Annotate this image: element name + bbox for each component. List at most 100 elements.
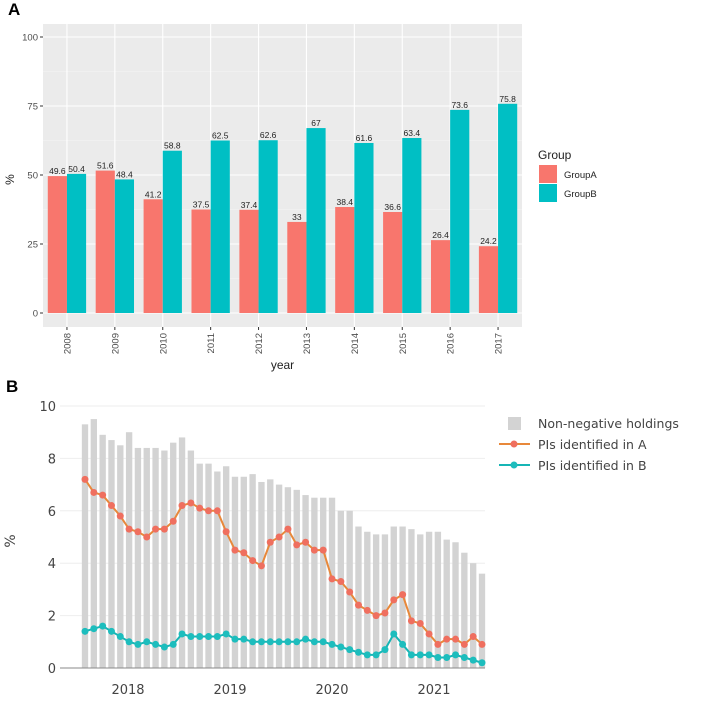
x-tick-label: 2021: [417, 683, 450, 698]
bar-holdings: [443, 539, 450, 668]
point: [222, 528, 230, 536]
point: [160, 525, 168, 533]
data-label: 49.6: [49, 166, 66, 176]
data-label: 67: [311, 118, 321, 128]
bar-groupb-2008: [66, 173, 87, 313]
point: [478, 640, 486, 648]
bar-groupa-2008: [47, 176, 67, 313]
point: [363, 606, 371, 614]
point: [354, 601, 362, 609]
bar-groupa-2015: [383, 211, 403, 313]
legend-swatch: [539, 165, 557, 183]
x-tick-label: 2020: [315, 683, 348, 698]
y-axis-title: %: [3, 534, 19, 547]
point: [107, 627, 115, 635]
point: [143, 533, 151, 541]
data-label: 33: [292, 212, 302, 222]
y-axis-title: %: [3, 174, 17, 185]
point: [363, 651, 371, 659]
x-tick-label: 2014: [350, 333, 361, 354]
x-tick-label: 2009: [110, 333, 121, 354]
data-label: 62.5: [212, 131, 229, 141]
point: [107, 502, 115, 510]
point: [90, 625, 98, 633]
bar-holdings: [214, 471, 221, 668]
bar-groupb-2011: [210, 140, 230, 313]
bar-holdings: [222, 466, 230, 668]
bar-holdings: [99, 434, 106, 668]
point: [416, 619, 424, 627]
point: [319, 638, 327, 646]
point: [187, 499, 195, 507]
legend: Group GroupA GroupB: [538, 148, 597, 202]
bar-holdings: [275, 484, 283, 668]
bar-groupb-2010: [162, 150, 182, 313]
bar-holdings: [372, 534, 380, 668]
point: [399, 591, 407, 599]
legend-marker: [510, 461, 518, 469]
data-label: 61.6: [356, 133, 373, 143]
x-tick-label: 2018: [111, 683, 144, 698]
point: [81, 475, 89, 483]
bar-holdings: [143, 447, 150, 668]
bar-holdings: [284, 487, 292, 668]
y-tick-label: 6: [48, 505, 56, 520]
point: [99, 491, 107, 499]
line-pis-identified-in-b: [84, 624, 483, 664]
point: [99, 622, 107, 630]
chart-a: 49.6 51.6 41.2 37.5 37.4 33 38.4 36.6 26.4 24.2 50…: [3, 24, 597, 372]
point: [266, 538, 274, 546]
data-label: 36.6: [384, 202, 401, 212]
point: [213, 507, 221, 515]
y-tick-label: 0: [48, 662, 56, 677]
x-tick-label: 2011: [206, 333, 217, 353]
point: [337, 578, 345, 586]
point: [416, 651, 424, 659]
bar-holdings: [320, 497, 327, 668]
bar-groupa-2009: [95, 170, 115, 313]
bar-groupb-2017: [498, 103, 518, 314]
legend-label: PIs identified in A: [538, 437, 647, 452]
point: [390, 596, 398, 604]
x-tick-label: 2016: [446, 333, 457, 354]
bar-holdings: [134, 447, 142, 668]
bar-groupb-2016: [450, 109, 470, 313]
y-tick-label: 4: [48, 557, 56, 572]
point: [443, 635, 451, 643]
chart-b: 0 2 4 6 8 10 2018 2019 2020 2021 % Non-negative …: [3, 400, 679, 698]
bar-groupb-2013: [306, 128, 326, 313]
y-tick-label: 25: [27, 240, 38, 251]
bar-holdings: [478, 573, 486, 668]
x-tick-label: 2015: [398, 333, 409, 354]
point: [302, 635, 310, 643]
bar-holdings: [267, 479, 274, 668]
point: [293, 541, 301, 549]
point: [399, 640, 407, 648]
legend-swatch: [508, 417, 521, 430]
bar-groupb-2009: [114, 179, 135, 313]
bar-holdings: [337, 510, 345, 668]
y-tick-label: 2: [48, 610, 56, 625]
point: [452, 635, 460, 643]
bar-groupb-2012: [258, 140, 278, 313]
point: [275, 533, 283, 541]
x-tick-label: 2019: [213, 683, 246, 698]
bar-holdings: [81, 424, 89, 668]
bar-holdings: [381, 534, 389, 668]
bar-holdings: [170, 442, 177, 668]
point: [425, 651, 433, 659]
data-label: 51.6: [97, 161, 114, 171]
bar-holdings: [417, 534, 424, 668]
point: [346, 588, 354, 596]
point: [178, 502, 186, 510]
x-tick-label: 2013: [302, 333, 313, 354]
point: [231, 546, 239, 554]
data-label: 50.4: [68, 164, 85, 174]
x-axis-title: year: [271, 358, 294, 372]
point: [213, 633, 221, 641]
point: [425, 630, 433, 638]
bar-holdings: [178, 437, 186, 668]
y-tick-label: 10: [39, 400, 56, 415]
point: [187, 633, 195, 641]
bar-holdings: [258, 481, 265, 668]
